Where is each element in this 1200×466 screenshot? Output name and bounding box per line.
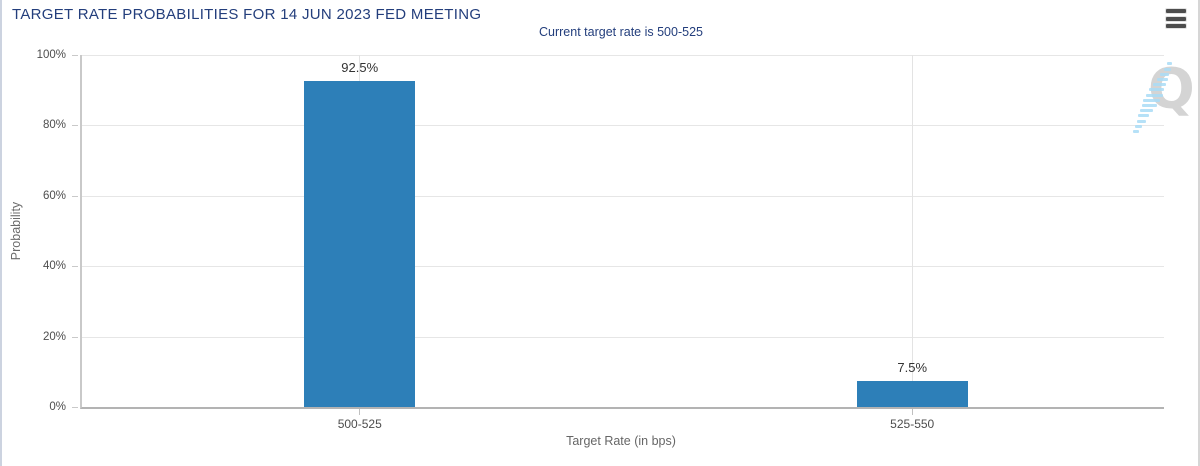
y-axis: Probability 0% 20% 40% 60% 80% 100% [2,49,80,413]
y-tick-mark [72,266,78,268]
y-tick-mark [72,407,78,408]
hamburger-bar [1166,24,1186,28]
bar-value-label: 7.5% [897,359,928,375]
plot-area: 92.5% 500-525 7.5% 525-550 [80,55,1164,431]
y-tick-label: 0% [49,401,66,413]
probability-bar [856,380,968,407]
y-axis-title: Probability [9,201,23,261]
watermark-streak [1163,67,1171,71]
y-tick-label: 20% [42,330,66,343]
y-gridline [82,195,1164,197]
category-gridline [911,55,913,407]
chart-subtitle: Current target rate is 500-525 [539,25,703,39]
y-tick-mark [72,125,78,127]
y-tick-label: 100% [36,49,66,61]
y-tick-label: 60% [42,189,66,202]
y-gridline [82,55,1164,56]
hamburger-menu-icon[interactable] [1166,9,1186,28]
y-tick-label: 80% [42,119,66,132]
chart-title: TARGET RATE PROBABILITIES FOR 14 JUN 202… [12,6,482,23]
y-tick-mark [72,55,78,56]
probability-bar [304,81,416,407]
hamburger-bar [1166,9,1186,13]
y-gridline [82,266,1164,268]
x-tick-label: 500-525 [337,417,382,431]
watermark-streak [1167,62,1173,66]
x-tick-label: 525-550 [890,417,935,431]
y-gridline [82,336,1164,338]
x-tick-mark [359,409,361,415]
hamburger-bar [1166,16,1186,21]
y-tick-label: 40% [42,260,66,273]
x-tick-mark [911,409,913,415]
bar-value-label: 92.5% [341,60,379,76]
y-tick-mark [72,336,78,338]
y-gridline [82,125,1164,127]
x-axis-title: Target Rate (in bps) [566,434,676,448]
y-tick-mark [72,195,78,197]
